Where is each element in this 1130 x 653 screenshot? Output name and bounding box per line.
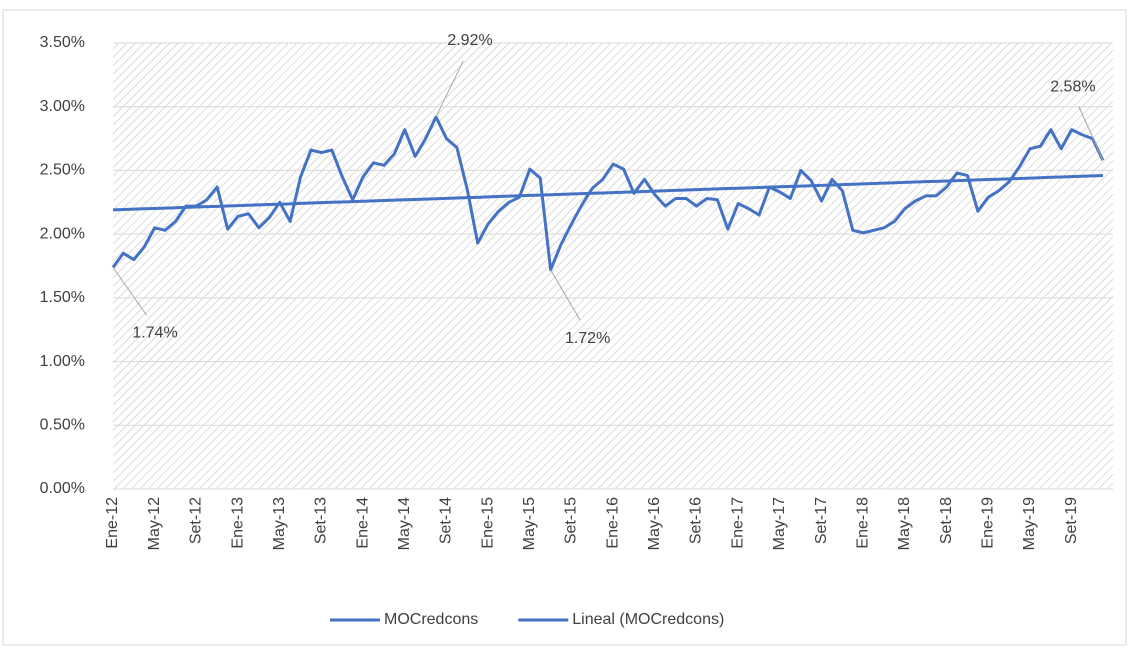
data-label: 1.72% [565,330,610,347]
x-tick-label: May-16 [646,497,663,550]
x-tick-label: Set-14 [438,497,455,544]
x-tick-label: Ene-13 [229,497,246,549]
data-label: 2.58% [1050,78,1095,95]
x-tick-label: Ene-16 [604,497,621,549]
leader-line [550,269,581,321]
x-tick-label: Set-12 [188,497,205,544]
leader-line [435,60,464,118]
legend-label: MOCredcons [384,611,478,628]
x-tick-label: Ene-17 [729,497,746,549]
data-label: 2.92% [447,32,492,49]
legend-label: Lineal (MOCredcons) [572,611,724,628]
x-tick-label: May-13 [271,497,288,550]
x-tick-label: Ene-19 [979,497,996,549]
y-tick-label: 1.00% [40,353,85,370]
series-line [111,115,1105,272]
x-tick-label: Ene-14 [354,497,371,549]
x-tick-label: Ene-18 [854,497,871,549]
y-tick-label: 3.00% [40,98,85,115]
y-tick-label: 2.50% [40,162,85,179]
leader-line [112,266,148,316]
x-tick-label: Ene-15 [479,497,496,549]
x-tick-label: May-19 [1021,497,1038,550]
x-tick-label: Set-15 [563,497,580,544]
y-tick-label: 1.50% [40,289,85,306]
x-tick-label: Ene-12 [104,497,121,549]
x-tick-label: Set-17 [813,497,830,544]
leader-line [1078,106,1104,161]
x-tick-label: May-14 [396,497,413,550]
y-tick-label: 2.00% [40,225,85,242]
x-tick-label: Set-18 [938,497,955,544]
y-tick-label: 0.50% [40,417,85,434]
plot-area [113,43,1113,489]
data-label: 1.74% [132,324,177,341]
x-tick-label: May-17 [771,497,788,550]
x-tick-label: Set-19 [1063,497,1080,544]
y-tick-label: 3.50% [40,34,85,51]
x-tick-label: May-18 [896,497,913,550]
x-tick-label: May-12 [146,497,163,550]
y-tick-label: 0.00% [40,480,85,497]
x-tick-label: May-15 [521,497,538,550]
x-tick-label: Set-13 [313,497,330,544]
x-tick-label: Set-16 [688,497,705,544]
